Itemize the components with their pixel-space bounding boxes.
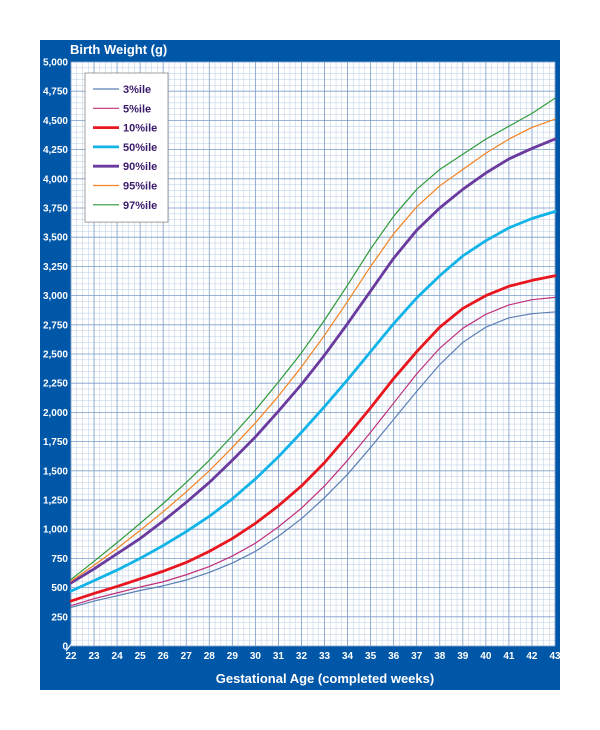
series-line-10pctile [69,274,557,603]
y-axis-label: Birth Weight (g) [70,42,167,57]
x-tick-label: 33 [319,651,331,662]
y-tick-label: 4,250 [43,145,68,156]
x-tick-label: 42 [526,651,538,662]
y-tick-label: 2,250 [43,379,68,390]
legend-entry: 90%ile [123,161,157,173]
x-tick-label: 32 [296,651,308,662]
y-tick-label: 5,000 [43,58,68,69]
series-line-97pctile [70,97,556,581]
series-line-5pctile [70,296,556,607]
x-tick-label: 24 [112,651,124,662]
legend-entry: 97%ile [123,200,157,212]
x-tick-label: 26 [158,651,170,662]
series-line-90pctile [69,137,557,585]
x-tick-label: 43 [549,651,560,662]
x-tick-labels: 22 23 24 25 26 27 28 29 30 31 32 33 34 35 36 37 38 39 40 41… [65,651,560,662]
y-tick-label: 3,250 [43,262,68,273]
legend: 3%ile 5%ile 10%ile 50%ile 90%ile 95%ile 97%ile [84,72,169,223]
legend-entry: 5%ile [123,103,151,115]
x-tick-label: 41 [503,651,515,662]
y-tick-label: 3,000 [43,291,68,302]
y-tick-label: 2,750 [43,320,68,331]
series-layer [69,97,557,609]
x-tick-label: 37 [411,651,423,662]
legend-entry: 95%ile [123,181,157,193]
origin-mark [65,641,74,652]
y-tick-label: 1,500 [43,466,68,477]
y-tick-label: 750 [51,554,68,565]
y-tick-labels: 0 250 500 750 1,000 1,250 1,500 1,750 2,000 2,250… [43,58,68,653]
x-tick-label: 22 [65,651,77,662]
y-tick-label: 4,500 [43,116,68,127]
x-axis-label: Gestational Age (completed weeks) [216,671,434,686]
y-tick-label: 1,000 [43,525,68,536]
x-tick-label: 29 [227,651,239,662]
x-tick-label: 25 [135,651,147,662]
y-tick-label: 2,000 [43,408,68,419]
x-tick-label: 36 [388,651,400,662]
series-line-95pctile [70,118,556,582]
y-tick-label: 2,500 [43,350,68,361]
x-tick-label: 27 [181,651,193,662]
x-tick-label: 35 [365,651,377,662]
x-tick-label: 30 [250,651,262,662]
x-tick-label: 31 [273,651,285,662]
y-tick-label: 4,750 [43,87,68,98]
y-tick-label: 3,500 [43,233,68,244]
x-tick-label: 39 [457,651,469,662]
x-tick-label: 40 [480,651,492,662]
series-line-50pctile [69,210,557,593]
y-tick-label: 3,750 [43,204,68,215]
y-tick-label: 500 [51,583,68,594]
y-tick-label: 0 [62,642,68,653]
legend-entry: 50%ile [123,142,157,154]
legend-entry: 3%ile [123,84,151,96]
x-tick-label: 34 [342,651,354,662]
y-tick-label: 4,000 [43,174,68,185]
x-tick-label: 38 [434,651,446,662]
legend-entry: 10%ile [123,123,157,135]
x-tick-label: 23 [88,651,100,662]
series-line-3pctile [70,311,556,609]
y-tick-label: 1,750 [43,437,68,448]
x-tick-label: 28 [204,651,216,662]
chart-frame: Birth Weight (g) 0 250 500 750 1,000 1,250 1,5… [40,40,560,690]
birth-weight-chart: Birth Weight (g) 0 250 500 750 1,000 1,250 1,5… [43,42,560,686]
y-tick-label: 1,250 [43,496,68,507]
y-tick-label: 250 [51,612,68,623]
